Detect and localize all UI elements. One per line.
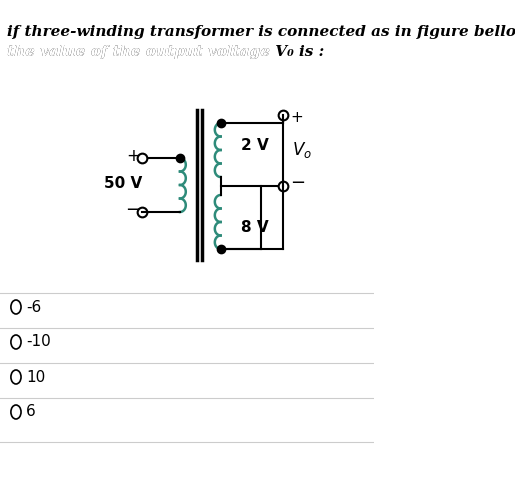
- Text: +: +: [290, 110, 303, 125]
- Text: the value of the output voltage: the value of the output voltage: [7, 45, 276, 59]
- Text: 2 V: 2 V: [241, 137, 269, 153]
- Text: $V_o$: $V_o$: [291, 141, 312, 160]
- Text: +: +: [126, 147, 140, 165]
- Text: -10: -10: [26, 335, 51, 349]
- Text: 50 V: 50 V: [104, 176, 143, 191]
- Text: -6: -6: [26, 300, 41, 314]
- Text: −: −: [125, 201, 141, 219]
- Text: 8 V: 8 V: [241, 219, 268, 235]
- Text: the value of the output voltage V₀ is :: the value of the output voltage V₀ is :: [7, 45, 324, 59]
- Text: 10: 10: [26, 370, 45, 384]
- Text: 6: 6: [26, 405, 36, 420]
- Text: if three-winding transformer is connected as in figure bellow ,: if three-winding transformer is connecte…: [7, 25, 515, 39]
- Text: −: −: [290, 174, 305, 192]
